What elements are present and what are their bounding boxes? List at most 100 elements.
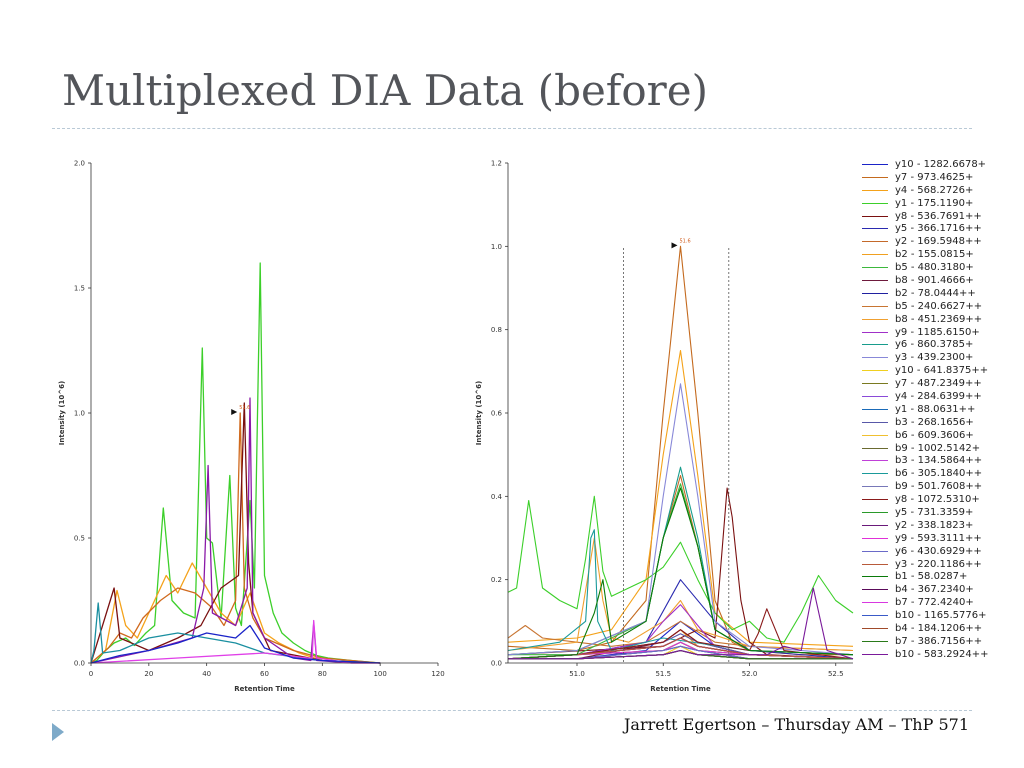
legend-label: y9 - 593.3111++ <box>895 532 982 544</box>
y-tick-label: 0.4 <box>491 493 503 501</box>
legend-item: y2 - 169.5948++ <box>862 235 1022 248</box>
legend-item: y1 - 88.0631++ <box>862 403 1022 416</box>
series-line-1 <box>90 262 381 664</box>
legend-swatch <box>862 628 888 629</box>
series-line-25 <box>507 529 854 656</box>
legend-item: b1 - 58.0287+ <box>862 571 1022 584</box>
series-line-7 <box>90 619 381 664</box>
legend-label: y10 - 1282.6678+ <box>895 158 987 170</box>
legend-swatch <box>862 254 888 256</box>
legend-swatch <box>862 318 888 320</box>
slide-title: Multiplexed DIA Data (before) <box>62 66 708 115</box>
legend-label: b9 - 1002.5142+ <box>895 442 981 454</box>
legend-swatch <box>862 176 888 178</box>
x-tick-label: 51.5 <box>655 670 671 678</box>
series-line-2 <box>90 562 381 664</box>
x-axis-title: Retention Time <box>650 685 711 693</box>
legend-label: b9 - 501.7608++ <box>895 481 983 493</box>
legend-item: y5 - 366.1716++ <box>862 222 1022 235</box>
legend-swatch <box>862 279 888 281</box>
y-tick-label: 1.5 <box>74 285 85 293</box>
x-tick-label: 40 <box>202 670 211 678</box>
legend-swatch <box>862 202 888 204</box>
legend-label: y6 - 430.6929++ <box>895 545 982 557</box>
legend-label: y5 - 366.1716++ <box>895 223 982 235</box>
legend-swatch <box>862 292 888 294</box>
legend-swatch <box>862 486 888 488</box>
series-line-7 <box>507 474 854 656</box>
legend-swatch <box>862 370 888 372</box>
legend-label: b6 - 609.3606+ <box>895 429 974 441</box>
legend-label: y7 - 973.4625+ <box>895 171 974 183</box>
y-axis-title: Intensity (10^6) <box>58 381 66 445</box>
legend-label: y4 - 284.6399++ <box>895 390 982 402</box>
legend-item: y5 - 731.3359+ <box>862 506 1022 519</box>
legend-item: y9 - 593.3111++ <box>862 532 1022 545</box>
legend-swatch <box>862 215 888 217</box>
legend-label: y3 - 220.1186++ <box>895 558 982 570</box>
legend-item: b10 - 1165.5776+ <box>862 609 1022 622</box>
y-tick-label: 1.0 <box>491 243 502 251</box>
legend-item: y8 - 1072.5310+ <box>862 493 1022 506</box>
y-tick-label: 0.2 <box>491 576 502 584</box>
legend-label: y3 - 439.2300+ <box>895 352 974 364</box>
legend-swatch <box>862 563 888 565</box>
y-tick-label: 1.0 <box>74 410 85 418</box>
x-tick-label: 60 <box>260 670 269 678</box>
legend-item: b10 - 583.2924++ <box>862 648 1022 661</box>
series-line-16 <box>507 383 854 656</box>
y-tick-label: 0.6 <box>491 410 503 418</box>
legend-item: y2 - 338.1823+ <box>862 519 1022 532</box>
x-tick-label: 52.5 <box>828 670 844 678</box>
series-line-3 <box>507 349 854 647</box>
series-line-4 <box>90 402 381 664</box>
x-tick-label: 100 <box>373 670 386 678</box>
legend-label: b7 - 386.7156++ <box>895 635 983 647</box>
legend-label: b4 - 184.1206++ <box>895 623 983 634</box>
legend-label: y9 - 1185.6150+ <box>895 326 980 338</box>
y-axis-title: Intensity (10^6) <box>475 381 483 445</box>
legend-swatch <box>862 163 888 165</box>
footer-credit: Jarrett Egertson – Thursday AM – ThP 571 <box>624 715 969 734</box>
y-tick-label: 0.0 <box>74 660 85 668</box>
x-tick-label: 120 <box>431 670 444 678</box>
legend-swatch <box>862 267 888 269</box>
legend-label: y2 - 169.5948++ <box>895 236 982 248</box>
legend-label: b3 - 268.1656+ <box>895 416 974 428</box>
x-tick-label: 51.0 <box>569 670 585 678</box>
legend-label: y10 - 641.8375++ <box>895 365 989 377</box>
legend-label: b10 - 583.2924++ <box>895 648 989 660</box>
legend-label: b1 - 58.0287+ <box>895 571 968 583</box>
legend-label: b4 - 367.2340+ <box>895 584 974 596</box>
legend-swatch <box>862 511 888 513</box>
legend-swatch <box>862 524 888 526</box>
y-tick-label: 1.2 <box>491 160 502 168</box>
x-axis-title: Retention Time <box>234 685 295 693</box>
y-tick-label: 2.0 <box>74 160 85 168</box>
series-line-39 <box>508 587 854 660</box>
legend-label: b10 - 1165.5776+ <box>895 610 987 622</box>
series-line-5 <box>90 397 381 664</box>
chart-legend: y10 - 1282.6678+ y7 - 973.4625+ y4 - 568.2… <box>862 158 1022 661</box>
footer-divider <box>52 710 972 711</box>
bullet-triangle-icon <box>52 723 64 741</box>
legend-label: b6 - 305.1840++ <box>895 468 983 480</box>
legend-item: b3 - 268.1656+ <box>862 416 1022 429</box>
legend-item: b6 - 305.1840++ <box>862 467 1022 480</box>
legend-item: y3 - 439.2300+ <box>862 351 1022 364</box>
legend-swatch <box>862 653 888 655</box>
legend-swatch <box>862 434 888 436</box>
series-line-8 <box>90 624 381 664</box>
legend-label: y4 - 568.2726+ <box>895 184 974 196</box>
legend-label: y5 - 731.3359+ <box>895 506 974 518</box>
series-line-6 <box>507 579 854 660</box>
legend-item: b2 - 78.0444++ <box>862 287 1022 300</box>
legend-item: b4 - 367.2340+ <box>862 583 1022 596</box>
legend-swatch <box>862 189 888 191</box>
legend-label: y8 - 536.7691++ <box>895 210 982 222</box>
series-line-27 <box>507 608 854 660</box>
y-tick-label: 0.5 <box>74 535 85 543</box>
legend-item: b2 - 155.0815+ <box>862 248 1022 261</box>
y-tick-label: 0.0 <box>491 660 502 668</box>
legend-item: b9 - 1002.5142+ <box>862 442 1022 455</box>
